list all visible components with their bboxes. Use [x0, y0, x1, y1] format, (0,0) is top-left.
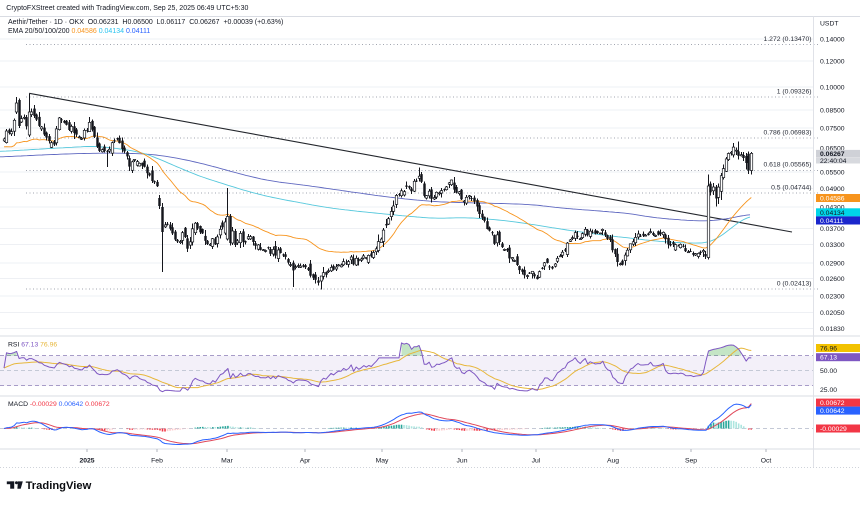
svg-text:May: May: [376, 458, 389, 465]
svg-text:1 (0.09326): 1 (0.09326): [777, 88, 812, 95]
svg-text:0.12000: 0.12000: [820, 59, 845, 66]
svg-text:EMA 20/50/100/200 0.04586 0.04: EMA 20/50/100/200 0.04586 0.04134 0.0411…: [8, 28, 150, 35]
svg-text:Sep: Sep: [685, 458, 697, 465]
svg-text:0.04900: 0.04900: [820, 186, 845, 193]
svg-text:0.5 (0.04744): 0.5 (0.04744): [771, 184, 811, 191]
svg-text:0.00672: 0.00672: [820, 400, 845, 407]
svg-text:22:40:04: 22:40:04: [820, 158, 847, 165]
svg-text:MACD -0.00029 0.00642 0.00672: MACD -0.00029 0.00642 0.00672: [8, 401, 110, 408]
svg-text:Jun: Jun: [457, 458, 468, 465]
svg-text:Aethir/Tether · 1D · OKX O0.0: Aethir/Tether · 1D · OKX O0.06231 H0.065…: [8, 19, 283, 26]
svg-text:Jul: Jul: [532, 458, 541, 465]
svg-text:0.03700: 0.03700: [820, 226, 845, 233]
svg-text:Feb: Feb: [151, 458, 163, 465]
svg-text:Apr: Apr: [300, 458, 311, 465]
svg-text:Aug: Aug: [607, 458, 619, 465]
svg-text:RSI 67.13 76.96: RSI 67.13 76.96: [8, 341, 57, 348]
svg-text:0.05500: 0.05500: [820, 170, 845, 177]
svg-text:0 (0.02413): 0 (0.02413): [777, 281, 812, 288]
svg-text:0.04586: 0.04586: [820, 196, 845, 203]
svg-text:0.07500: 0.07500: [820, 125, 845, 132]
svg-text:Oct: Oct: [761, 458, 772, 465]
svg-text:50.00: 50.00: [820, 368, 837, 375]
svg-text:0.00642: 0.00642: [820, 408, 845, 415]
svg-text:Mar: Mar: [221, 458, 233, 465]
svg-text:25.00: 25.00: [820, 387, 837, 394]
svg-text:0.10000: 0.10000: [820, 84, 845, 91]
svg-text:76.96: 76.96: [820, 346, 837, 353]
svg-text:0.08500: 0.08500: [820, 108, 845, 115]
svg-text:2025: 2025: [79, 458, 94, 465]
svg-text:67.13: 67.13: [820, 355, 837, 362]
svg-text:0.02600: 0.02600: [820, 276, 845, 283]
svg-text:0.03300: 0.03300: [820, 242, 845, 249]
svg-text:-0.00029: -0.00029: [820, 426, 847, 433]
svg-text:0.02050: 0.02050: [820, 310, 845, 317]
svg-text:0.01830: 0.01830: [820, 326, 845, 333]
svg-text:0.02300: 0.02300: [820, 294, 845, 301]
svg-text:0.618 (0.05565): 0.618 (0.05565): [764, 162, 812, 169]
svg-text:1.272 (0.13470): 1.272 (0.13470): [764, 36, 812, 43]
svg-text:0.04134: 0.04134: [820, 210, 845, 217]
svg-text:0.04111: 0.04111: [820, 218, 844, 225]
svg-text:0.14000: 0.14000: [820, 37, 845, 44]
svg-text:0.02900: 0.02900: [820, 261, 845, 268]
svg-text:CryptoFXStreet created with Tr: CryptoFXStreet created with TradingView.…: [6, 5, 248, 12]
svg-text:TradingView: TradingView: [26, 480, 92, 492]
svg-text:USDT: USDT: [820, 21, 839, 28]
svg-text:0.786 (0.06983): 0.786 (0.06983): [764, 129, 812, 136]
